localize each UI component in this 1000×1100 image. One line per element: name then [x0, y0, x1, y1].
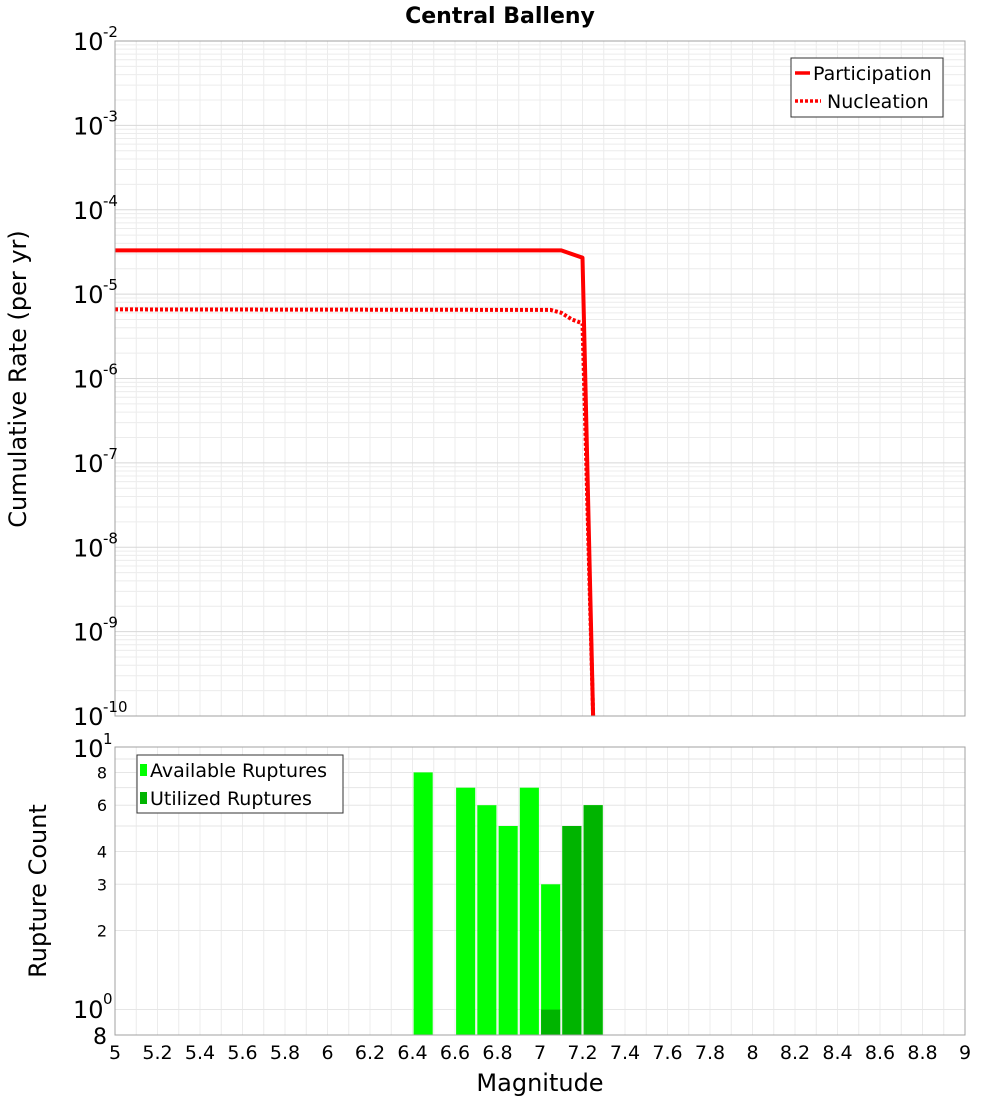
bottom-y-tick: 3	[97, 875, 107, 894]
available-bar	[477, 805, 497, 1035]
top-y-tick-exp: -5	[103, 276, 118, 294]
x-tick: 6.6	[440, 1042, 470, 1064]
available-bar	[519, 787, 539, 1035]
bottom-y-tick-top-base: 10	[73, 735, 104, 763]
x-tick: 7.4	[610, 1042, 640, 1064]
top-y-tick-base: 10	[73, 281, 104, 309]
top-y-tick-exp: -7	[103, 445, 118, 463]
x-tick: 9	[959, 1042, 971, 1064]
utilized-bar	[583, 805, 603, 1035]
bottom-legend-box	[136, 754, 344, 814]
x-tick: 5.2	[142, 1042, 172, 1064]
bottom-y-tick-mid-exp: 0	[103, 990, 113, 1008]
x-tick: 6.8	[482, 1042, 512, 1064]
available-bar	[413, 772, 433, 1035]
top-legend-box	[790, 57, 944, 118]
x-tick: 6.4	[397, 1042, 427, 1064]
chart-title: Central Balleny	[405, 4, 595, 29]
top-y-tick-exp: -9	[103, 614, 118, 632]
available-bar	[456, 787, 476, 1035]
top-y-tick-base: 10	[73, 28, 104, 56]
top-y-tick-base: 10	[73, 619, 104, 647]
x-tick: 5.6	[227, 1042, 257, 1064]
bottom-y-ticks: 10 1 10 0 8 8 6 4 3 2	[73, 730, 113, 1050]
bottom-y-tick: 2	[97, 922, 107, 941]
bottom-x-ticks: 5 5.2 5.4 5.6 5.8 6 6.2 6.4 6.6 6.8 7 7.2 7.4 7.6 7.8 8…	[109, 1042, 971, 1064]
legend-label-utilized: Utilized Ruptures	[150, 788, 312, 810]
top-y-tick-exp: -4	[103, 192, 118, 210]
legend-swatch-available	[140, 764, 147, 776]
top-y-tick-exp: -8	[103, 529, 118, 547]
x-tick: 8.8	[907, 1042, 937, 1064]
series-line-participation	[115, 248, 596, 717]
bottom-y-tick-bottom: 8	[93, 1025, 107, 1050]
top-y-tick-base: 10	[73, 366, 104, 394]
x-tick: 5.4	[185, 1042, 215, 1064]
top-legend: Participation Nucleation	[790, 57, 944, 118]
bottom-y-tick: 4	[97, 842, 107, 861]
top-plot-series	[114, 248, 596, 717]
x-tick: 7.2	[567, 1042, 597, 1064]
x-tick: 5.8	[270, 1042, 300, 1064]
bottom-y-tick: 8	[97, 763, 107, 782]
top-y-tick-exp: -10	[103, 698, 128, 716]
top-y-tick-base: 10	[73, 703, 104, 731]
utilized-bar	[562, 826, 582, 1035]
available-bar	[541, 884, 561, 1035]
legend-label-available: Available Ruptures	[150, 760, 327, 782]
top-y-tick-exp: -3	[103, 107, 118, 125]
top-y-tick-base: 10	[73, 112, 104, 140]
top-y-axis-label: Cumulative Rate (per yr)	[4, 230, 32, 528]
legend-label-participation: Participation	[813, 63, 932, 85]
bottom-plot-bars	[413, 772, 603, 1035]
legend-label-nucleation: Nucleation	[827, 91, 929, 113]
top-y-ticks: 10-210-310-410-510-610-710-810-910-10	[73, 23, 128, 731]
x-tick: 8.4	[822, 1042, 852, 1064]
legend-swatch-utilized	[140, 792, 147, 804]
bottom-y-tick: 6	[97, 796, 107, 815]
x-tick: 5	[109, 1042, 121, 1064]
bottom-y-tick-top-exp: 1	[103, 730, 113, 748]
x-tick: 7.8	[695, 1042, 725, 1064]
top-y-tick-exp: -2	[103, 23, 118, 41]
x-tick: 6	[321, 1042, 333, 1064]
x-tick: 8	[746, 1042, 758, 1064]
available-bar	[498, 826, 518, 1035]
x-tick: 8.6	[865, 1042, 895, 1064]
top-y-tick-base: 10	[73, 197, 104, 225]
bottom-y-axis-label: Rupture Count	[24, 804, 52, 978]
x-tick: 7	[534, 1042, 546, 1064]
bottom-plot-frame	[114, 746, 966, 1036]
top-plot-grid	[114, 41, 966, 717]
series-line-nucleation	[114, 307, 596, 717]
bottom-y-tick-mid-base: 10	[73, 996, 104, 1024]
top-y-tick-base: 10	[73, 450, 104, 478]
x-tick: 6.2	[355, 1042, 385, 1064]
top-y-tick-base: 10	[73, 534, 104, 562]
x-axis-label: Magnitude	[476, 1069, 603, 1097]
top-plot-frame	[114, 40, 966, 717]
x-tick: 8.2	[780, 1042, 810, 1064]
top-y-tick-exp: -6	[103, 361, 118, 379]
x-tick: 7.6	[652, 1042, 682, 1064]
utilized-bar	[541, 1009, 561, 1035]
bottom-legend: Available Ruptures Utilized Ruptures	[136, 754, 344, 814]
